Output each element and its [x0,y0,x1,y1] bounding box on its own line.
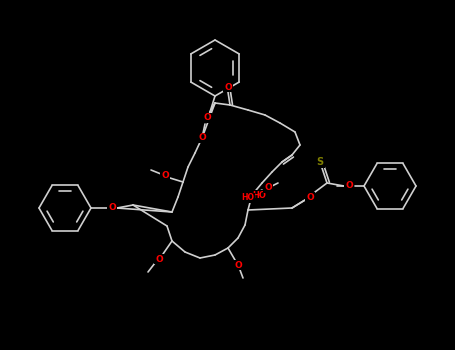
Text: O: O [161,172,169,181]
Text: HO: HO [242,194,254,203]
Text: O: O [345,182,353,190]
Text: O: O [264,183,272,192]
Text: O: O [198,133,206,142]
Text: O: O [234,260,242,270]
Text: O: O [224,83,232,91]
Text: O: O [108,203,116,212]
Text: HO: HO [252,190,266,199]
Text: O: O [306,193,314,202]
Text: S: S [316,157,324,167]
Text: O: O [155,254,163,264]
Text: O: O [203,113,211,122]
Text: O: O [203,113,211,122]
